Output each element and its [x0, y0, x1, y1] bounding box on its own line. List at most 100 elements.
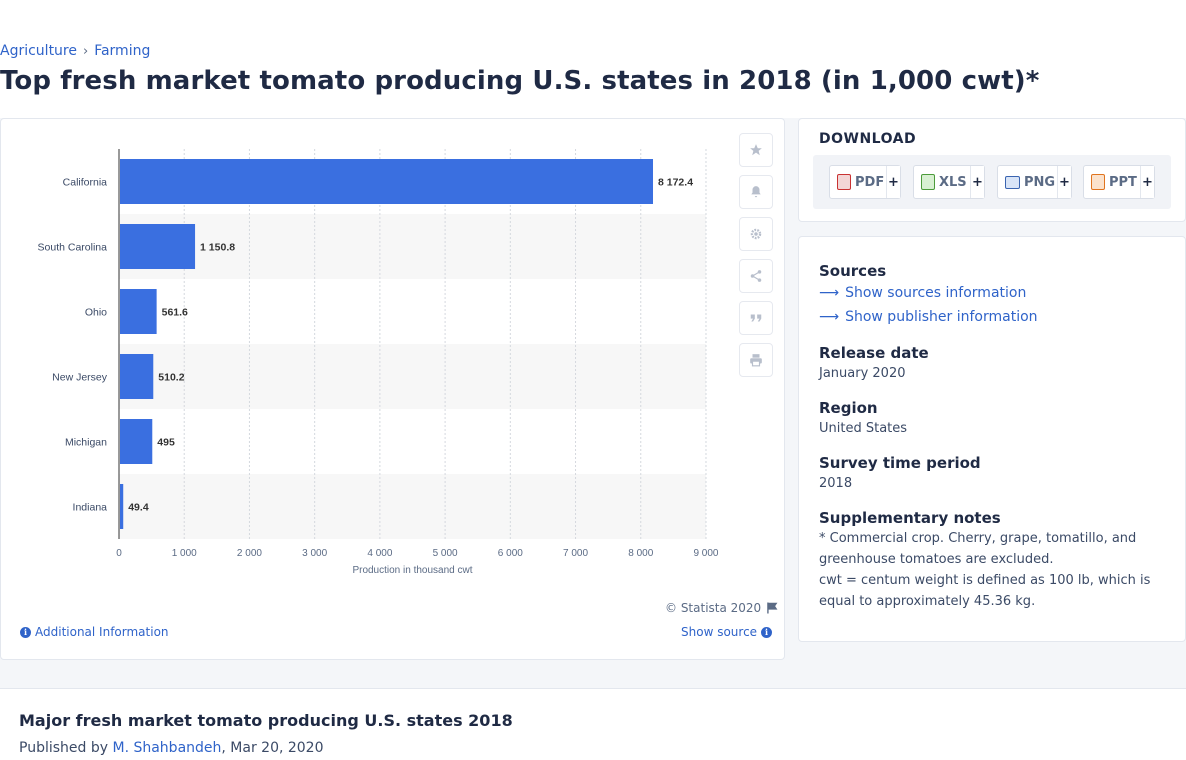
copyright: © Statista 2020 [665, 601, 778, 615]
bar-michigan[interactable] [120, 419, 153, 464]
bar-new-jersey[interactable] [120, 354, 154, 399]
chart-card: 0 1 000 2 000 3 000 4 000 5 000 6 000 7 000 8 00… [0, 118, 785, 660]
x-axis-label: Production in thousand cwt [352, 565, 472, 576]
plus-icon[interactable]: + [970, 166, 984, 198]
breadcrumb-item-farming[interactable]: Farming [94, 43, 151, 59]
bar-california[interactable] [120, 159, 654, 204]
cite-button[interactable] [739, 301, 773, 335]
data-label: 510.2 [158, 372, 184, 384]
arrow-right-icon: ⟶ [819, 309, 840, 325]
x-tick-label: 7 000 [563, 548, 588, 559]
x-tick-label: 3 000 [302, 548, 327, 559]
sources-heading: Sources [819, 262, 887, 280]
x-tick-label: 2 000 [237, 548, 262, 559]
chart-toolbar [739, 133, 773, 377]
category-label: New Jersey [52, 372, 108, 384]
row-band [119, 344, 706, 409]
region-heading: Region [819, 399, 878, 417]
show-sources-link[interactable]: ⟶ Show sources information [819, 285, 1026, 301]
data-label: 49.4 [128, 502, 149, 514]
row-band [119, 474, 706, 539]
show-source-label: Show source [681, 625, 758, 639]
survey-period-heading: Survey time period [819, 454, 981, 472]
additional-info-label: Additional Information [35, 625, 169, 639]
published-date: , Mar 20, 2020 [221, 740, 324, 756]
favorite-button[interactable] [739, 133, 773, 167]
data-label: 495 [157, 437, 175, 449]
share-icon [750, 270, 762, 282]
breadcrumb-item-agriculture[interactable]: Agriculture [0, 43, 77, 59]
download-card: DOWNLOAD PDF + XLS + PNG + PPT + [798, 118, 1186, 222]
data-label: 561.6 [162, 307, 188, 319]
png-file-icon [1005, 175, 1020, 189]
download-title: DOWNLOAD [819, 131, 917, 147]
download-xls-button[interactable]: XLS + [913, 165, 985, 199]
plus-icon[interactable]: + [886, 166, 900, 198]
category-label: Ohio [85, 307, 107, 319]
share-button[interactable] [739, 259, 773, 293]
survey-period-value: 2018 [819, 476, 853, 491]
breadcrumb: Agriculture › Farming [0, 43, 150, 59]
release-date-heading: Release date [819, 344, 929, 362]
statistic-title: Major fresh market tomato producing U.S.… [19, 711, 513, 730]
x-tick-label: 8 000 [628, 548, 653, 559]
xls-file-icon [921, 174, 935, 190]
page-title: Top fresh market tomato producing U.S. s… [0, 66, 1040, 96]
quote-icon [750, 314, 762, 322]
supplementary-note-commercial: * Commercial crop. Cherry, grape, tomati… [819, 531, 1137, 567]
data-label: 1 150.8 [200, 242, 235, 254]
release-date-value: January 2020 [819, 366, 906, 381]
download-xls-label: XLS [939, 174, 967, 190]
show-sources-label: Show sources information [845, 285, 1027, 301]
bar-ohio[interactable] [120, 289, 157, 334]
print-icon [750, 354, 762, 367]
top-band [0, 0, 1186, 118]
category-label: California [63, 177, 108, 189]
gear-icon [750, 228, 762, 240]
settings-button[interactable] [739, 217, 773, 251]
region-value: United States [819, 421, 908, 436]
download-png-label: PNG [1024, 174, 1056, 190]
bar-indiana[interactable] [120, 484, 124, 529]
download-pdf-label: PDF [855, 174, 885, 190]
star-icon [750, 144, 762, 156]
x-tick-label: 4 000 [367, 548, 392, 559]
arrow-right-icon: ⟶ [819, 285, 840, 301]
ppt-file-icon [1091, 174, 1105, 190]
download-png-button[interactable]: PNG + [997, 165, 1072, 199]
statistic-summary: Major fresh market tomato producing U.S.… [0, 688, 1186, 760]
download-pdf-button[interactable]: PDF + [829, 165, 901, 199]
statistic-details-card: Sources ⟶ Show sources information ⟶ Sho… [798, 236, 1186, 642]
info-icon: i [20, 626, 31, 638]
category-label: Michigan [65, 437, 107, 449]
x-tick-label: 9 000 [693, 548, 718, 559]
author-link[interactable]: M. Shahbandeh [112, 740, 222, 756]
plus-icon[interactable]: + [1057, 166, 1071, 198]
pdf-file-icon [837, 174, 851, 190]
additional-info-link[interactable]: i Additional Information [20, 625, 169, 639]
data-label: 8 172.4 [658, 177, 693, 189]
category-label: South Carolina [38, 242, 108, 254]
x-tick-label: 5 000 [433, 548, 458, 559]
notification-button[interactable] [739, 175, 773, 209]
print-button[interactable] [739, 343, 773, 377]
show-source-link[interactable]: Show source i [681, 625, 773, 639]
bar-chart: 0 1 000 2 000 3 000 4 000 5 000 6 000 7 000 8 00… [38, 149, 719, 576]
download-ppt-label: PPT [1109, 174, 1137, 190]
download-ppt-button[interactable]: PPT + [1083, 165, 1155, 199]
show-publisher-label: Show publisher information [845, 309, 1038, 325]
x-tick-label: 1 000 [172, 548, 197, 559]
published-prefix: Published by [19, 740, 109, 756]
flag-icon[interactable] [767, 602, 778, 614]
published-line: Published by M. Shahbandeh, Mar 20, 2020 [19, 740, 324, 756]
bar-south-carolina[interactable] [120, 224, 196, 269]
x-tick-label: 0 [116, 548, 122, 559]
show-publisher-link[interactable]: ⟶ Show publisher information [819, 309, 1038, 325]
breadcrumb-separator: › [83, 43, 89, 59]
copyright-text: © Statista 2020 [665, 601, 762, 615]
info-icon: i [761, 626, 773, 638]
plus-icon[interactable]: + [1140, 166, 1154, 198]
supplementary-note-cwt: cwt = centum weight is defined as 100 lb… [819, 573, 1151, 609]
category-label: Indiana [73, 502, 108, 514]
download-buttons: PDF + XLS + PNG + PPT + [813, 155, 1171, 209]
